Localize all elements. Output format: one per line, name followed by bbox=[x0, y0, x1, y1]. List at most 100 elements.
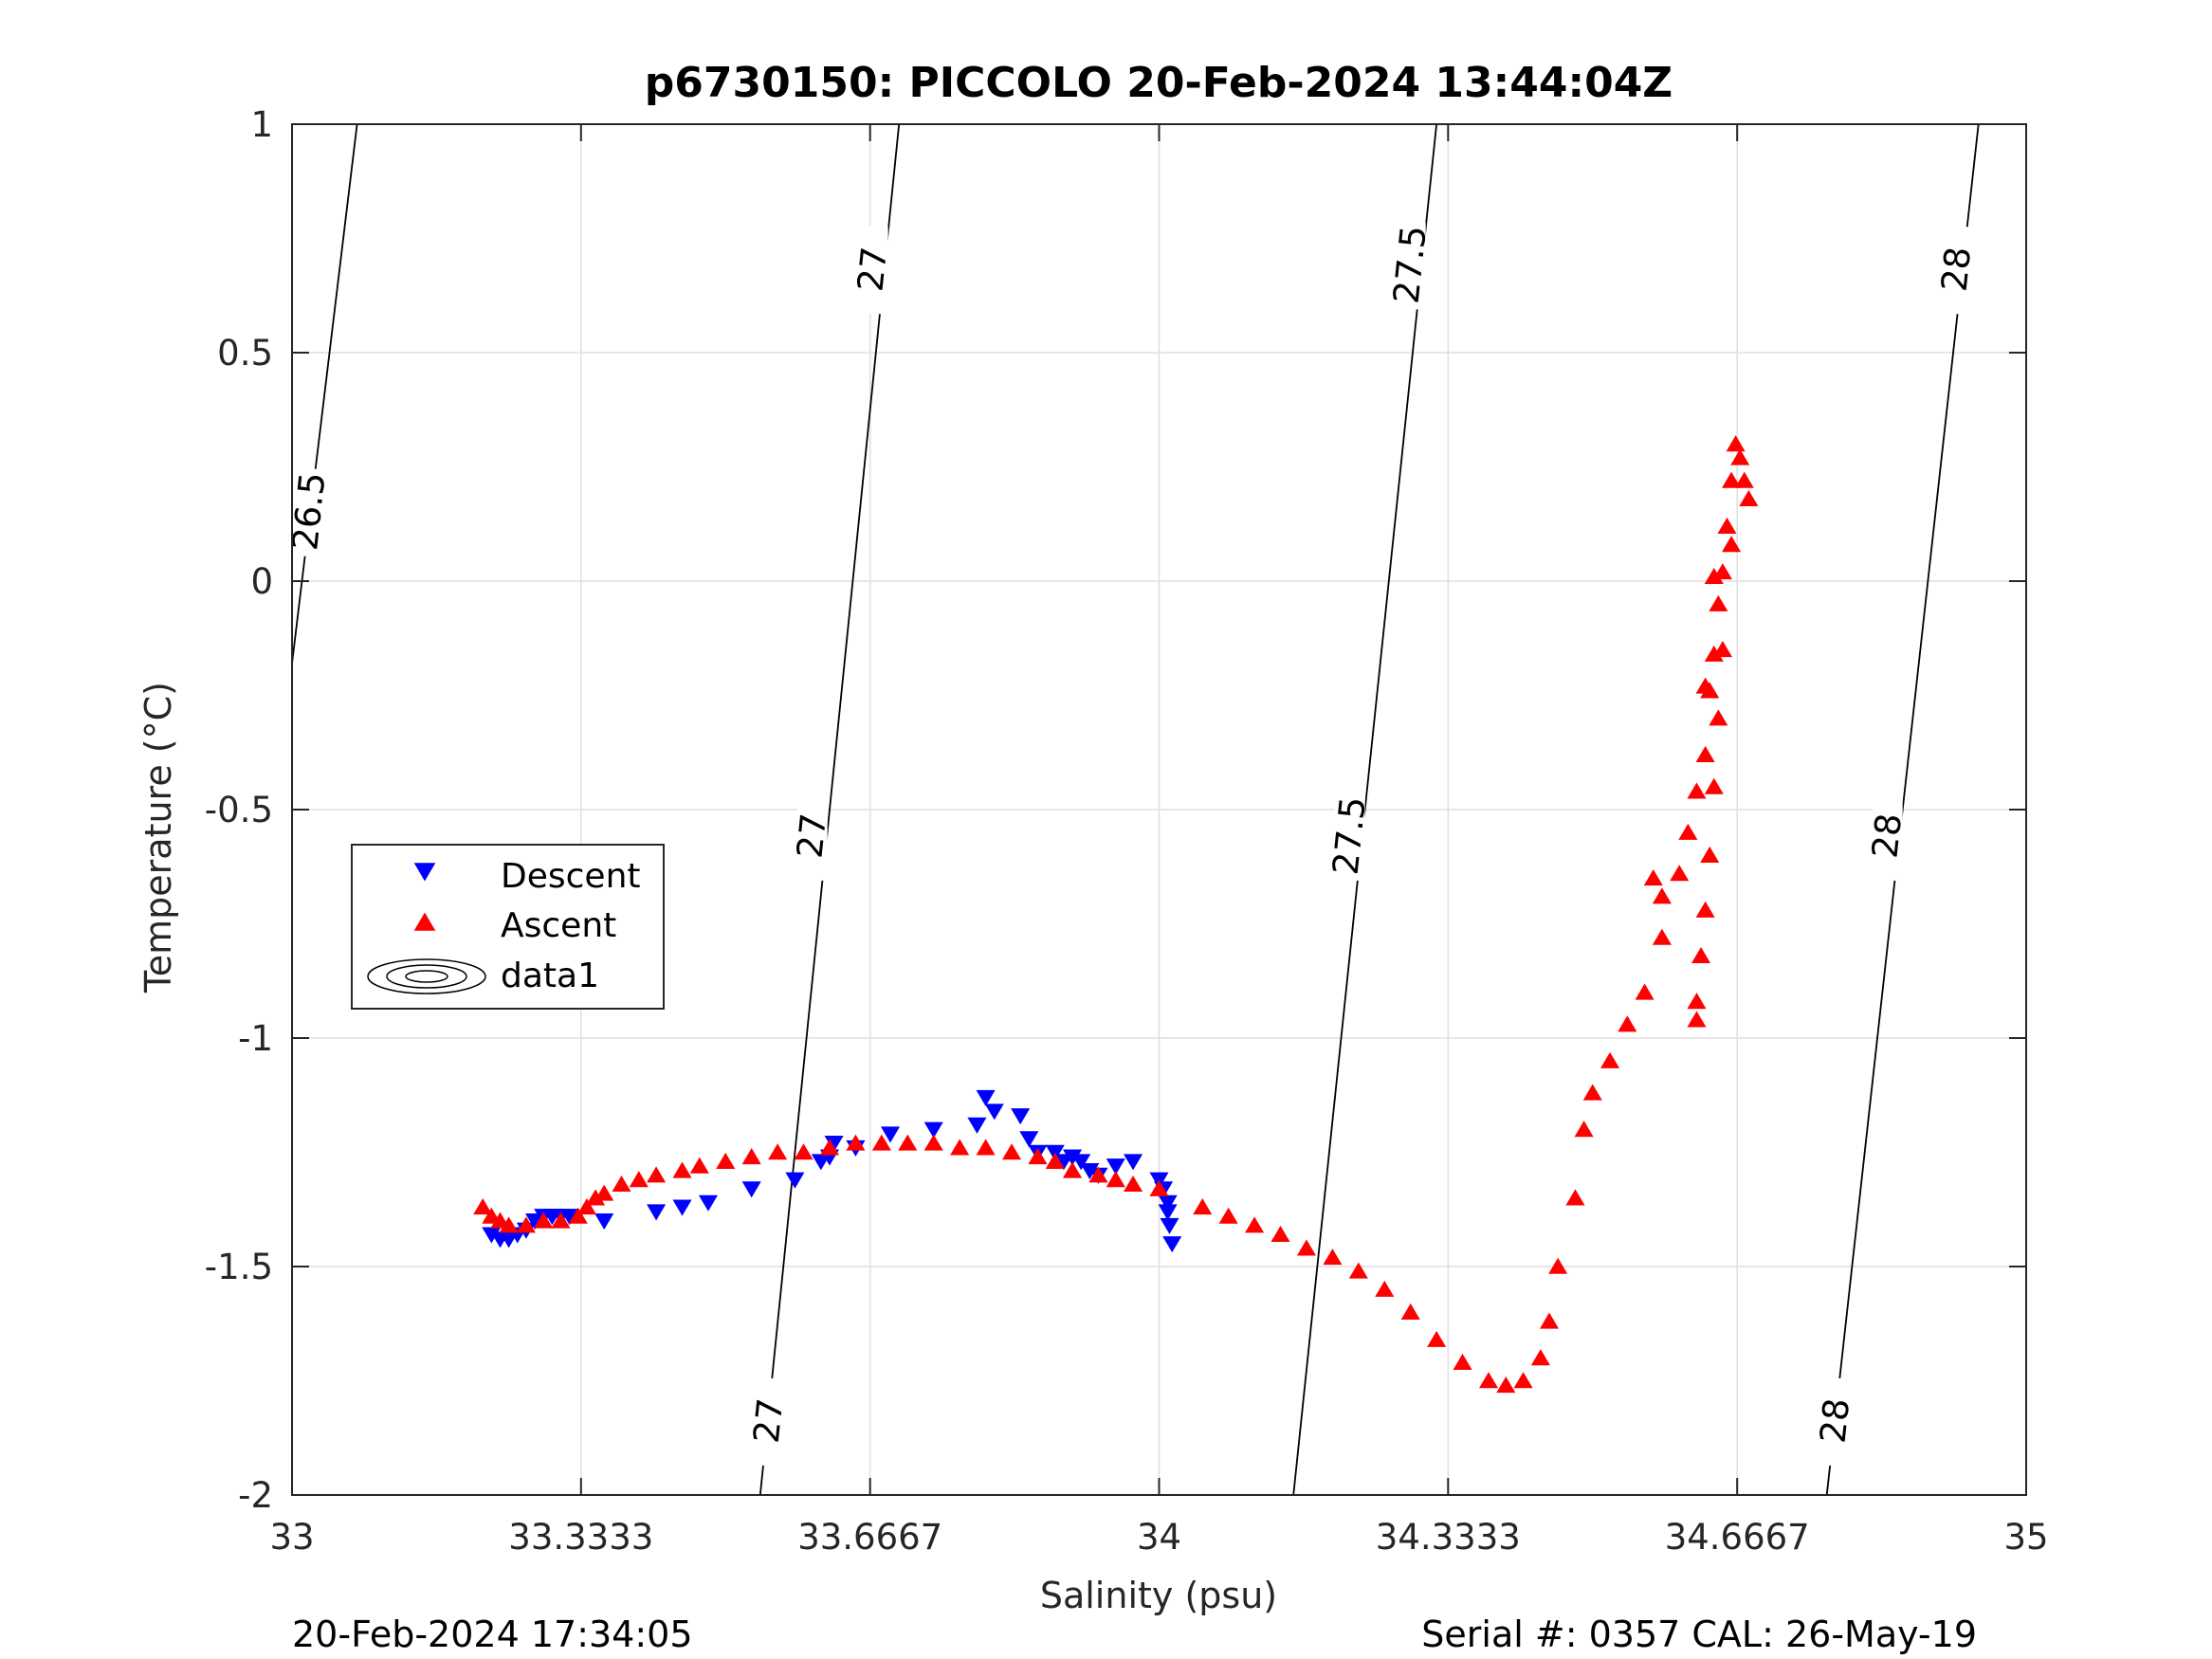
ascent-point bbox=[923, 1134, 943, 1151]
descent-point bbox=[1162, 1236, 1182, 1253]
y-tick-label: -1 bbox=[238, 1018, 273, 1059]
data-points bbox=[473, 435, 1759, 1394]
axis-ticks bbox=[291, 123, 2027, 1496]
ascent-point bbox=[482, 1207, 502, 1224]
ascent-point bbox=[1722, 471, 1742, 488]
ascent-point bbox=[594, 1184, 614, 1201]
ascent-point bbox=[1478, 1372, 1499, 1389]
ascent-point bbox=[499, 1216, 519, 1233]
descent-point bbox=[976, 1089, 996, 1106]
ascent-point bbox=[1400, 1303, 1420, 1321]
y-tick-label: 0.5 bbox=[217, 333, 273, 374]
ascent-point bbox=[551, 1212, 571, 1229]
ascent-point bbox=[950, 1139, 970, 1156]
legend-label-descent: Descent bbox=[501, 857, 641, 896]
ascent-point bbox=[1149, 1179, 1169, 1196]
ascent-point bbox=[1712, 563, 1732, 580]
ascent-point bbox=[1271, 1225, 1290, 1243]
contour-label: 27 bbox=[789, 811, 834, 860]
descent-point bbox=[967, 1117, 987, 1134]
contour-label: 28 bbox=[1934, 245, 1980, 293]
legend-marker-ascent bbox=[413, 912, 436, 931]
ascent-point bbox=[1548, 1257, 1568, 1274]
contour-label: 28 bbox=[1864, 811, 1910, 860]
ascent-point bbox=[1652, 887, 1672, 904]
x-tick-label: 33.3333 bbox=[508, 1517, 653, 1558]
ascent-point bbox=[976, 1139, 996, 1156]
descent-point bbox=[1011, 1108, 1031, 1125]
ascent-point bbox=[1687, 1011, 1707, 1028]
descent-point bbox=[594, 1212, 614, 1231]
x-tick-label: 34.6667 bbox=[1665, 1517, 1810, 1558]
y-tick-label: -2 bbox=[238, 1475, 273, 1516]
ascent-point bbox=[871, 1134, 891, 1151]
legend: Descent Ascent data1 bbox=[351, 844, 665, 1010]
ascent-point bbox=[1565, 1189, 1585, 1206]
ascent-point bbox=[1734, 471, 1754, 488]
ascent-point bbox=[1652, 928, 1672, 945]
ascent-point bbox=[1709, 594, 1728, 611]
ascent-point bbox=[1218, 1207, 1238, 1224]
descent-point bbox=[785, 1172, 805, 1189]
ascent-point bbox=[1296, 1239, 1317, 1256]
ascent-point bbox=[1618, 1015, 1637, 1032]
ascent-point bbox=[1704, 777, 1724, 794]
ascent-point bbox=[1717, 517, 1737, 534]
contour-label: 27.5 bbox=[1386, 224, 1435, 305]
ascent-point bbox=[1323, 1249, 1343, 1266]
ascent-point bbox=[612, 1175, 631, 1193]
x-tick-label: 33.6667 bbox=[797, 1517, 942, 1558]
ascent-point bbox=[716, 1152, 736, 1169]
x-tick-label: 34.3333 bbox=[1376, 1517, 1521, 1558]
x-axis-label: Salinity (psu) bbox=[1040, 1575, 1277, 1616]
descent-point bbox=[1124, 1154, 1143, 1171]
ascent-point bbox=[1124, 1175, 1143, 1193]
ascent-point bbox=[819, 1139, 840, 1156]
legend-label-ascent: Ascent bbox=[501, 906, 616, 945]
x-tick-label: 34 bbox=[1137, 1517, 1181, 1558]
x-tick-label: 35 bbox=[2003, 1517, 2048, 1558]
contour-line-27 bbox=[759, 123, 901, 1496]
ascent-point bbox=[1193, 1198, 1213, 1215]
ascent-point bbox=[473, 1198, 493, 1215]
contour-label-gap bbox=[753, 1377, 784, 1466]
ascent-point bbox=[1001, 1143, 1022, 1160]
legend-box bbox=[351, 844, 665, 1010]
legend-label-data1: data1 bbox=[501, 957, 599, 995]
ascent-point bbox=[1063, 1161, 1083, 1178]
ascent-point bbox=[1635, 983, 1654, 1000]
ascent-point bbox=[898, 1134, 918, 1151]
ascent-point bbox=[1726, 435, 1746, 452]
footer-timestamp: 20-Feb-2024 17:34:05 bbox=[292, 1613, 693, 1655]
chart-title: p6730150: PICCOLO 20-Feb-2024 13:44:04Z bbox=[645, 59, 1673, 107]
contour-label-gap bbox=[294, 468, 325, 556]
y-tick-label: 1 bbox=[250, 104, 273, 145]
ascent-point bbox=[1643, 869, 1663, 886]
ascent-point bbox=[1530, 1349, 1550, 1366]
legend-marker-contour-icon bbox=[367, 958, 486, 994]
ascent-point bbox=[1712, 641, 1732, 658]
descent-point bbox=[1160, 1217, 1179, 1234]
ascent-point bbox=[1739, 489, 1759, 507]
descent-point bbox=[923, 1121, 943, 1139]
contour-label: 27.5 bbox=[1325, 794, 1374, 876]
x-tick-labels: 33 33.3333 33.6667 34 34.3333 34.6667 35 bbox=[269, 1517, 2048, 1558]
ascent-point bbox=[1704, 567, 1724, 584]
ascent-point bbox=[794, 1143, 814, 1160]
contour-label-gap bbox=[857, 227, 888, 315]
y-tick-label: -0.5 bbox=[205, 790, 273, 830]
contour-label: 27 bbox=[850, 245, 895, 293]
x-tick-label: 33 bbox=[269, 1517, 314, 1558]
ascent-point bbox=[1695, 677, 1715, 694]
ascent-point bbox=[1427, 1330, 1447, 1347]
contour-line-28 bbox=[1825, 123, 1980, 1496]
ascent-point bbox=[1088, 1166, 1108, 1183]
ascent-point bbox=[1045, 1152, 1065, 1169]
ascent-point bbox=[1348, 1262, 1368, 1279]
ascent-point bbox=[672, 1161, 692, 1178]
ascent-point bbox=[629, 1171, 649, 1188]
y-tick-labels: -2 -1.5 -1 -0.5 0 0.5 1 bbox=[205, 104, 273, 1516]
ascent-point bbox=[1678, 823, 1698, 840]
descent-point bbox=[741, 1181, 761, 1198]
